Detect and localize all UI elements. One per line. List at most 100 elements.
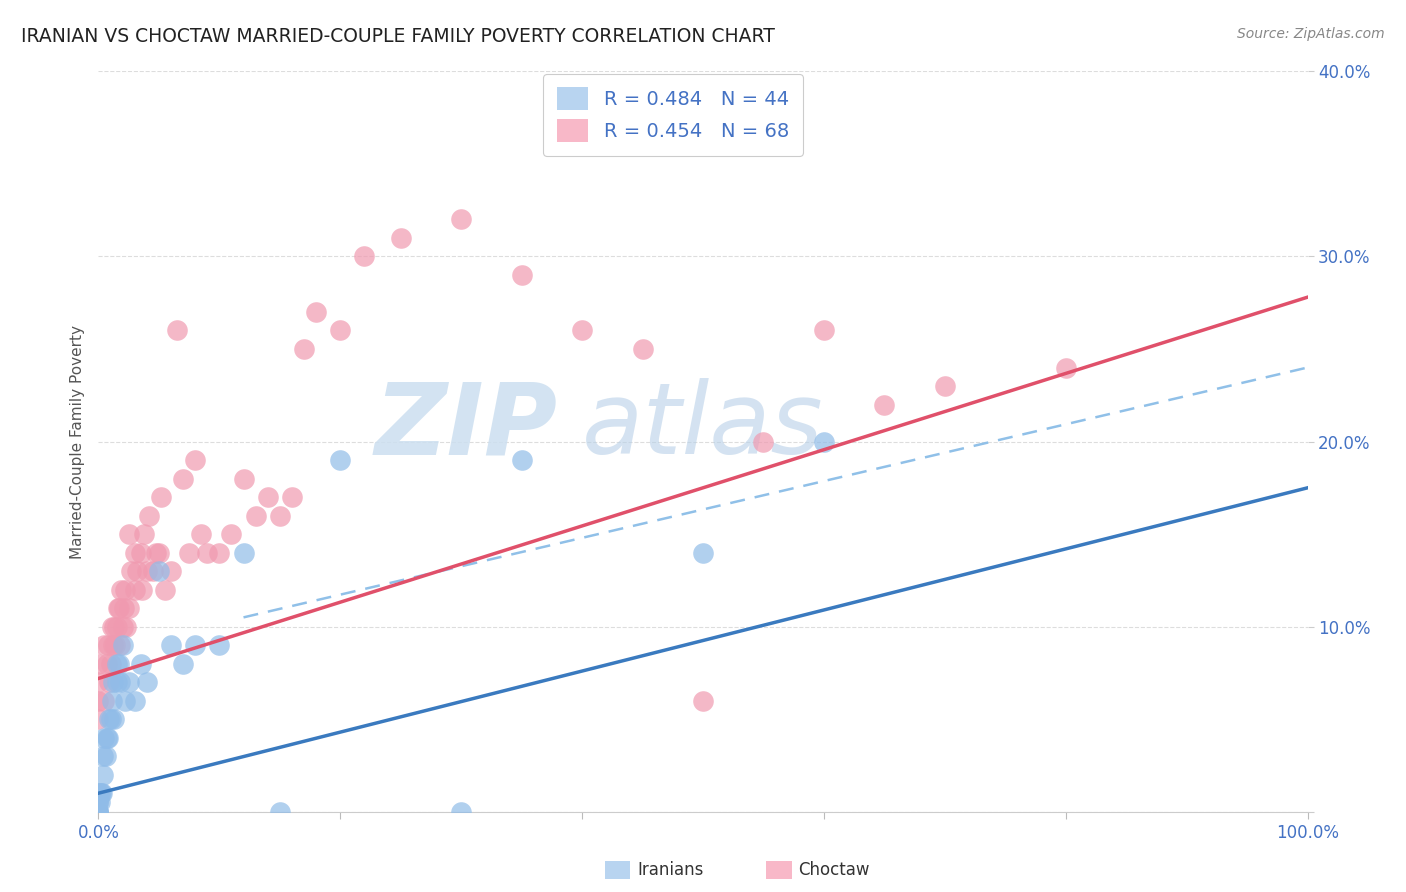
- Text: atlas: atlas: [582, 378, 824, 475]
- Point: [111, 619, 134, 633]
- Point: [127, 564, 149, 578]
- Point: [208, 545, 231, 560]
- Point: [111, 638, 134, 652]
- Point: [104, 638, 127, 652]
- Point: [184, 453, 207, 467]
- Point: [269, 508, 291, 523]
- Point: [103, 619, 125, 633]
- Point: [269, 805, 291, 819]
- Point: [172, 472, 194, 486]
- Point: [1054, 360, 1077, 375]
- Point: [131, 582, 153, 597]
- Text: Source: ZipAtlas.com: Source: ZipAtlas.com: [1237, 27, 1385, 41]
- Point: [89, 796, 111, 810]
- Point: [110, 582, 132, 597]
- Point: [120, 564, 142, 578]
- Text: Choctaw: Choctaw: [799, 861, 870, 879]
- Point: [100, 619, 122, 633]
- Point: [87, 796, 110, 810]
- Point: [94, 749, 117, 764]
- Point: [87, 805, 110, 819]
- Point: [148, 564, 170, 578]
- Point: [93, 731, 115, 745]
- Point: [101, 675, 124, 690]
- Point: [160, 638, 183, 652]
- Point: [91, 767, 114, 781]
- Point: [105, 657, 128, 671]
- Point: [145, 545, 167, 560]
- Legend: R = 0.484   N = 44, R = 0.454   N = 68: R = 0.484 N = 44, R = 0.454 N = 68: [544, 74, 803, 155]
- Point: [89, 786, 111, 800]
- Point: [813, 324, 835, 338]
- Point: [184, 638, 207, 652]
- Point: [93, 694, 115, 708]
- Point: [87, 786, 110, 800]
- Point: [105, 675, 128, 690]
- Point: [124, 545, 146, 560]
- Point: [97, 638, 120, 652]
- Point: [100, 712, 122, 726]
- Text: ZIP: ZIP: [375, 378, 558, 475]
- Point: [510, 453, 533, 467]
- Point: [179, 545, 201, 560]
- Point: [129, 657, 152, 671]
- Point: [195, 545, 218, 560]
- Point: [305, 305, 328, 319]
- Point: [142, 564, 165, 578]
- Point: [389, 231, 412, 245]
- Point: [103, 712, 125, 726]
- Point: [631, 342, 654, 356]
- Point: [118, 601, 141, 615]
- Point: [105, 619, 128, 633]
- Point: [232, 472, 254, 486]
- Point: [190, 527, 212, 541]
- Point: [934, 379, 956, 393]
- Point: [329, 324, 352, 338]
- Point: [510, 268, 533, 282]
- Point: [138, 508, 160, 523]
- Point: [87, 796, 110, 810]
- Point: [124, 694, 146, 708]
- Point: [96, 657, 118, 671]
- Point: [108, 675, 131, 690]
- Text: Iranians: Iranians: [637, 861, 703, 879]
- Point: [101, 638, 124, 652]
- Point: [160, 564, 183, 578]
- Point: [281, 490, 304, 504]
- Point: [118, 675, 141, 690]
- Point: [135, 564, 157, 578]
- Point: [450, 212, 472, 227]
- Point: [91, 749, 114, 764]
- Point: [87, 675, 110, 690]
- Point: [98, 712, 121, 726]
- Point: [692, 694, 714, 708]
- Point: [221, 527, 243, 541]
- Point: [153, 582, 176, 597]
- Point: [571, 324, 593, 338]
- Point: [100, 657, 122, 671]
- Point: [112, 601, 135, 615]
- Point: [118, 527, 141, 541]
- Point: [96, 731, 118, 745]
- Point: [172, 657, 194, 671]
- Point: [90, 786, 112, 800]
- Point: [135, 675, 157, 690]
- Point: [87, 805, 110, 819]
- Point: [150, 490, 173, 504]
- Point: [813, 434, 835, 449]
- Point: [114, 694, 136, 708]
- Point: [353, 250, 375, 264]
- Point: [91, 786, 114, 800]
- Point: [124, 582, 146, 597]
- Point: [256, 490, 278, 504]
- Point: [129, 545, 152, 560]
- Point: [98, 675, 121, 690]
- Point: [87, 805, 110, 819]
- Point: [752, 434, 775, 449]
- Point: [87, 694, 110, 708]
- Point: [108, 601, 131, 615]
- Y-axis label: Married-Couple Family Poverty: Married-Couple Family Poverty: [69, 325, 84, 558]
- Point: [208, 638, 231, 652]
- Text: IRANIAN VS CHOCTAW MARRIED-COUPLE FAMILY POVERTY CORRELATION CHART: IRANIAN VS CHOCTAW MARRIED-COUPLE FAMILY…: [21, 27, 775, 45]
- Point: [107, 601, 129, 615]
